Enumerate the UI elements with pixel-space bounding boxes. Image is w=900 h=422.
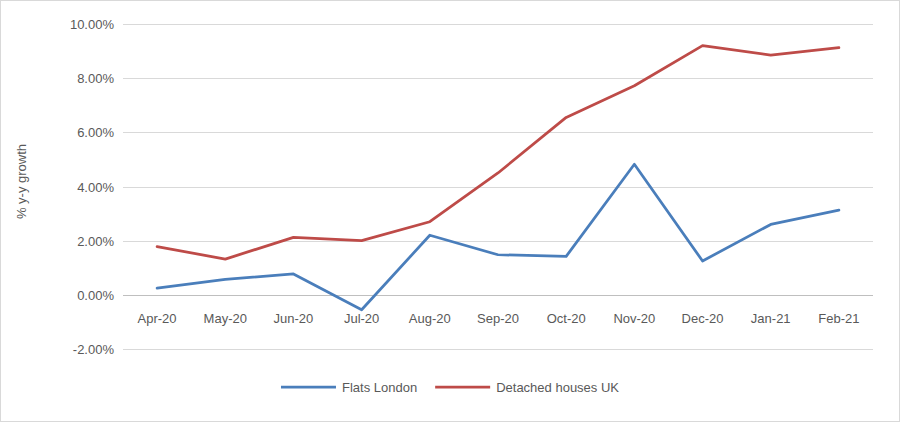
y-tick-label: 10.00% [70,17,115,32]
y-tick-label: -2.00% [73,342,115,357]
grid-line [123,78,873,79]
x-tick-label: Jul-20 [344,311,379,326]
chart-svg: -2.00% 0.00% 2.00% 4.00% 6.00% 8.00% 10.00% Apr… [0,0,900,422]
chart-container: -2.00% 0.00% 2.00% 4.00% 6.00% 8.00% 10.00% Apr… [0,0,900,422]
grid-line [123,187,873,188]
legend-item: Detached houses UK [435,380,619,395]
x-tick-label: Oct-20 [547,311,586,326]
grid-line [123,241,873,242]
x-tick-label: Feb-21 [818,311,859,326]
x-tick-label: Jan-21 [751,311,791,326]
y-axis-label: % y-y growth [14,144,29,219]
plot-area [157,46,839,310]
y-tick-label: 0.00% [77,288,114,303]
x-tick-label: Apr-20 [138,311,177,326]
x-axis-line [123,295,873,296]
grid-line [123,349,873,350]
legend-label: Detached houses UK [496,380,619,395]
y-tick-label: 2.00% [77,234,114,249]
x-tick-label: Nov-20 [613,311,655,326]
x-tick-label: Dec-20 [682,311,724,326]
x-tick-label: May-20 [204,311,247,326]
legend-item: Flats London [281,380,417,395]
grid-line [123,132,873,133]
x-tick-label: Jun-20 [274,311,314,326]
y-tick-label: 4.00% [77,180,114,195]
chart-frame [1,1,900,422]
series-line [157,164,839,309]
y-tick-label: 6.00% [77,125,114,140]
legend-swatch [435,386,490,389]
legend: Flats London Detached houses UK [281,380,619,395]
y-tick-label: 8.00% [77,71,114,86]
x-tick-label: Sep-20 [477,311,519,326]
legend-label: Flats London [342,380,417,395]
series-line [157,46,839,259]
grid-line [123,24,873,25]
x-tick-label: Aug-20 [409,311,451,326]
legend-swatch [281,386,336,389]
grid-line [123,295,873,296]
